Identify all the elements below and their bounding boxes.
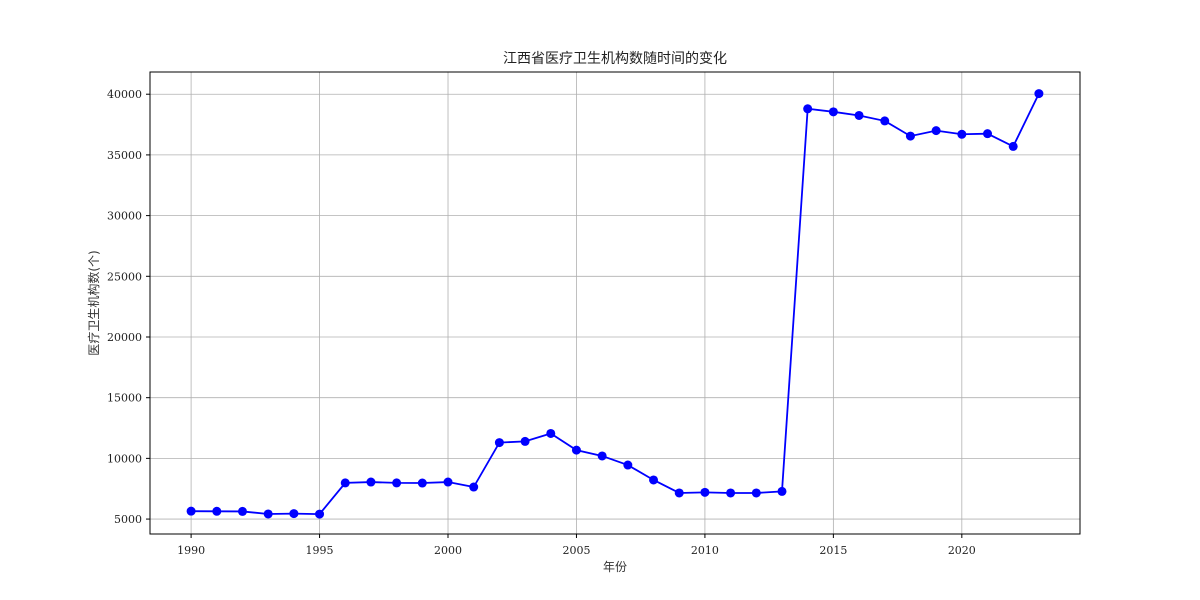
data-point [1034,89,1044,99]
data-point [1008,141,1018,151]
data-point [417,478,427,488]
data-point [315,509,325,519]
x-tick-label: 2000 [434,544,462,557]
data-point [289,509,299,519]
x-tick-label: 2010 [691,544,719,557]
x-tick-label: 1995 [306,544,334,557]
data-point [726,488,736,498]
data-point [469,482,479,492]
y-tick-label: 20000 [107,331,142,344]
chart-title: 江西省医疗卫生机构数随时间的变化 [503,51,727,67]
y-axis-label: 医疗卫生机构数(个) [86,250,101,355]
data-point [623,460,633,470]
data-point [186,506,196,516]
data-point [803,104,813,114]
data-point [674,488,684,498]
data-point [597,451,607,461]
x-tick-label: 1990 [177,544,205,557]
data-point [443,477,453,487]
y-tick-label: 35000 [107,149,142,162]
data-point [237,506,247,516]
y-tick-label: 25000 [107,270,142,283]
axis-ticks: 1990 1995 2000 2005 2010 2015 2020 5000 10000 150… [107,88,976,557]
data-point [828,107,838,117]
series-line [191,93,1040,516]
data-point [931,126,941,136]
x-tick-label: 2015 [819,544,847,557]
data-point [546,428,556,438]
data-point [520,436,530,446]
y-tick-label: 10000 [107,452,142,465]
data-point [571,445,581,455]
y-tick-label: 5000 [114,513,142,526]
data-point [649,475,659,485]
data-point [751,488,761,498]
data-point [392,478,402,488]
x-tick-label: 2005 [562,544,590,557]
data-point [700,487,710,497]
data-series [186,89,1044,519]
y-tick-label: 40000 [107,88,142,101]
data-point [957,129,967,139]
data-point [854,110,864,120]
data-point [905,131,915,141]
data-point [880,116,890,126]
x-tick-label: 2020 [948,544,976,557]
data-point [983,129,993,139]
data-point [366,477,376,487]
plot-area-frame [149,71,1081,535]
y-tick-label: 15000 [107,392,142,405]
data-point [340,478,350,488]
data-point [212,506,222,516]
y-tick-label: 30000 [107,210,142,223]
x-axis-label: 年份 [603,560,627,574]
grid [150,72,1080,534]
data-point [494,438,504,448]
data-point [777,486,787,496]
data-point [263,509,273,519]
